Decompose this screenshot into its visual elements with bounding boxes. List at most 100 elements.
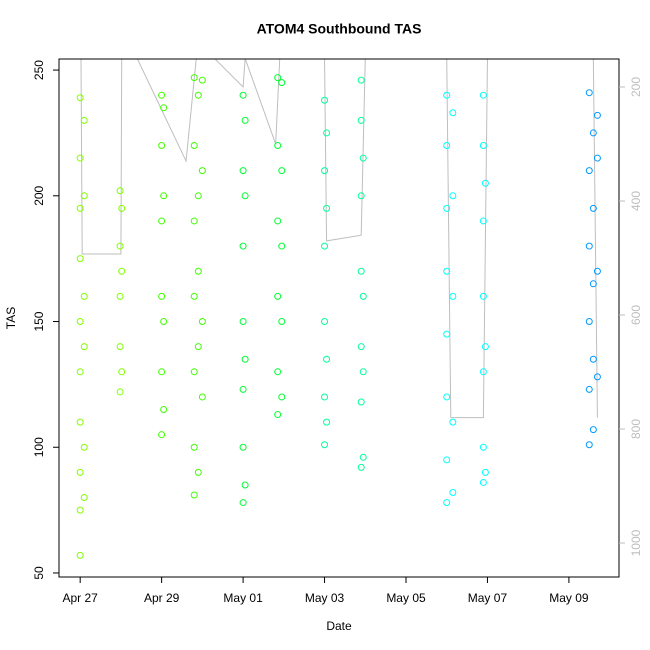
- point: [443, 91, 451, 99]
- point: [357, 343, 365, 351]
- point: [239, 443, 247, 451]
- point: [323, 355, 331, 363]
- point: [278, 167, 286, 175]
- point: [239, 167, 247, 175]
- point: [481, 343, 489, 351]
- x-tick-label: May 01: [223, 591, 263, 605]
- point: [449, 418, 457, 426]
- point: [449, 192, 457, 200]
- point: [116, 343, 124, 351]
- point: [443, 456, 451, 464]
- point: [278, 393, 286, 401]
- point: [589, 129, 597, 137]
- point: [76, 551, 84, 559]
- point: [357, 267, 365, 275]
- point: [76, 418, 84, 426]
- point: [76, 318, 84, 326]
- point: [194, 468, 202, 476]
- point: [190, 292, 198, 300]
- point: [194, 192, 202, 200]
- point: [190, 368, 198, 376]
- point: [481, 179, 489, 187]
- y2-tick-label: 1000: [629, 529, 643, 556]
- point: [479, 368, 487, 376]
- points-layer: [76, 74, 601, 559]
- point: [593, 267, 601, 275]
- x-tick-label: Apr 27: [62, 591, 98, 605]
- point: [239, 499, 247, 507]
- point: [449, 292, 457, 300]
- point: [116, 242, 124, 250]
- point: [357, 192, 365, 200]
- point: [589, 426, 597, 434]
- point: [278, 242, 286, 250]
- point: [274, 292, 282, 300]
- point: [359, 154, 367, 162]
- point: [443, 267, 451, 275]
- point: [76, 468, 84, 476]
- y2-tick-label: 400: [629, 191, 643, 211]
- point: [160, 318, 168, 326]
- point: [359, 292, 367, 300]
- point: [241, 192, 249, 200]
- point: [481, 468, 489, 476]
- point: [274, 217, 282, 225]
- point: [158, 292, 166, 300]
- point: [190, 142, 198, 150]
- point: [241, 355, 249, 363]
- point: [274, 368, 282, 376]
- point: [585, 385, 593, 393]
- point: [585, 167, 593, 175]
- point: [479, 217, 487, 225]
- point: [357, 116, 365, 124]
- point: [323, 129, 331, 137]
- point: [239, 318, 247, 326]
- point: [116, 388, 124, 396]
- point: [479, 292, 487, 300]
- point: [80, 443, 88, 451]
- y-tick-label: 150: [32, 311, 46, 331]
- y2-tick-label: 600: [629, 305, 643, 325]
- y-axis-label: TAS: [4, 307, 18, 329]
- point: [194, 91, 202, 99]
- point: [80, 192, 88, 200]
- point: [239, 385, 247, 393]
- point: [278, 318, 286, 326]
- point: [479, 91, 487, 99]
- point: [241, 481, 249, 489]
- point: [76, 255, 84, 263]
- point: [593, 373, 601, 381]
- point: [80, 116, 88, 124]
- point: [198, 318, 206, 326]
- point: [443, 499, 451, 507]
- point: [589, 280, 597, 288]
- point: [585, 441, 593, 449]
- point: [158, 368, 166, 376]
- point: [118, 368, 126, 376]
- chart-title: ATOM4 Southbound TAS: [257, 21, 422, 37]
- point: [278, 79, 286, 87]
- x-axis-label: Date: [326, 619, 352, 633]
- point: [198, 393, 206, 401]
- point: [443, 204, 451, 212]
- point: [357, 398, 365, 406]
- point: [158, 91, 166, 99]
- point: [190, 443, 198, 451]
- point: [449, 489, 457, 497]
- y-tick-label: 50: [32, 566, 46, 580]
- point: [443, 142, 451, 150]
- point: [80, 343, 88, 351]
- point: [479, 142, 487, 150]
- trace-line: [80, 59, 598, 419]
- point: [239, 91, 247, 99]
- point: [241, 116, 249, 124]
- point: [239, 242, 247, 250]
- point: [274, 74, 282, 82]
- point: [160, 104, 168, 112]
- point: [116, 292, 124, 300]
- y2-tick-label: 800: [629, 419, 643, 439]
- point: [190, 74, 198, 82]
- x-tick-label: May 03: [305, 591, 345, 605]
- point: [585, 89, 593, 97]
- y-tick-label: 250: [32, 60, 46, 80]
